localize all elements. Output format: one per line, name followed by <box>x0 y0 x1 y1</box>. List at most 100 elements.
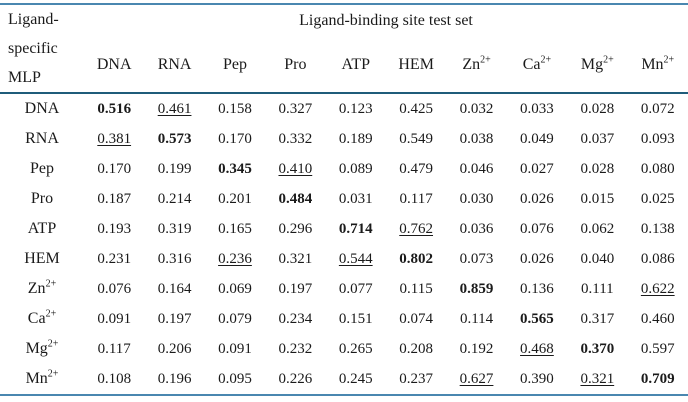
value-cell: 0.117 <box>399 190 433 207</box>
value-cell: 0.410 <box>278 160 313 177</box>
row-label-superscript: 2+ <box>45 278 57 290</box>
value-cell: 0.381 <box>97 130 132 147</box>
column-header: Zn2+ <box>462 54 491 73</box>
value-cell: 0.170 <box>218 130 252 147</box>
value-cell: 0.164 <box>157 280 192 297</box>
value-cell: 0.026 <box>520 250 554 267</box>
value-cell: 0.232 <box>278 340 313 357</box>
value-cell: 0.196 <box>157 370 192 387</box>
row-label: ATP <box>27 220 57 237</box>
value-cell: 0.095 <box>218 370 252 387</box>
value-cell: 0.597 <box>640 340 675 357</box>
value-cell: 0.091 <box>97 310 132 327</box>
column-header: ATP <box>341 55 370 73</box>
value-cell: 0.544 <box>338 250 373 267</box>
corner-line-3: MLP <box>8 69 41 86</box>
value-cell: 0.206 <box>157 340 192 357</box>
value-cell: 0.296 <box>278 220 313 237</box>
row-label: HEM <box>24 250 60 267</box>
table-row: Mn2+ 0.108 0.196 0.095 0.226 0.245 0.237 0.627 0… <box>0 364 688 395</box>
column-header: HEM <box>398 55 434 73</box>
value-cell: 0.321 <box>278 250 313 267</box>
value-cell: 0.479 <box>399 160 434 177</box>
table-row: ATP 0.193 0.319 0.165 0.296 0.714 0.762 0.036 0.… <box>0 214 688 244</box>
corner-line-1: Ligand- <box>8 11 59 28</box>
value-cell: 0.028 <box>580 100 615 117</box>
value-cell: 0.158 <box>218 100 252 117</box>
value-cell: 0.234 <box>278 310 313 327</box>
value-cell: 0.026 <box>520 190 554 207</box>
value-cell: 0.030 <box>459 190 494 207</box>
value-cell: 0.037 <box>580 130 615 147</box>
value-cell: 0.316 <box>157 250 192 267</box>
table-row: Pro 0.187 0.214 0.201 0.484 0.031 0.117 0.030 0.… <box>0 184 688 214</box>
value-cell: 0.245 <box>338 370 373 387</box>
value-cell: 0.425 <box>399 100 434 117</box>
value-cell: 0.123 <box>338 100 373 117</box>
column-header: Pep <box>222 55 247 73</box>
value-cell: 0.046 <box>459 160 494 177</box>
value-cell: 0.015 <box>580 190 615 207</box>
corner-line-2: specific <box>8 40 58 57</box>
row-label: DNA <box>24 100 60 117</box>
value-cell: 0.370 <box>580 340 615 357</box>
value-cell: 0.236 <box>218 250 252 267</box>
value-cell: 0.187 <box>97 190 132 207</box>
value-cell: 0.622 <box>640 280 675 297</box>
row-label-superscript: 2+ <box>47 368 59 380</box>
column-header: Pro <box>284 55 307 73</box>
row-label: Pep <box>30 160 54 177</box>
value-cell: 0.192 <box>459 340 494 357</box>
value-cell: 0.073 <box>459 250 494 267</box>
value-cell: 0.072 <box>640 100 675 117</box>
value-cell: 0.086 <box>640 250 675 267</box>
corner-label: Ligand- specific MLP <box>0 4 84 93</box>
ligand-mlp-table: Ligand- specific MLP Ligand-binding site… <box>0 3 688 396</box>
row-label: Zn2+ <box>27 278 57 297</box>
table-header: Ligand- specific MLP Ligand-binding site… <box>0 4 688 93</box>
table-body: DNA 0.516 0.461 0.158 0.327 0.123 0.425 0.032 0.… <box>0 93 688 395</box>
table-row: Ca2+ 0.091 0.197 0.079 0.234 0.151 0.074 0.114 0… <box>0 304 688 334</box>
value-cell: 0.151 <box>338 310 373 327</box>
value-cell: 0.332 <box>278 130 313 147</box>
value-cell: 0.093 <box>640 130 675 147</box>
value-cell: 0.193 <box>97 220 132 237</box>
value-cell: 0.468 <box>520 340 554 357</box>
value-cell: 0.114 <box>459 310 494 327</box>
value-cell: 0.138 <box>640 220 675 237</box>
value-cell: 0.033 <box>520 100 554 117</box>
value-cell: 0.345 <box>218 160 252 177</box>
table-row: Mg2+ 0.117 0.206 0.091 0.232 0.265 0.208 0.192 0… <box>0 334 688 364</box>
column-header-row: DNA RNA Pep Pro ATP HEM Zn2+ Ca2+ Mg2+ M… <box>0 37 688 93</box>
value-cell: 0.208 <box>399 340 434 357</box>
value-cell: 0.859 <box>459 280 494 297</box>
value-cell: 0.189 <box>338 130 373 147</box>
group-header-row: Ligand- specific MLP Ligand-binding site… <box>0 4 688 86</box>
value-cell: 0.091 <box>218 340 252 357</box>
value-cell: 0.049 <box>520 130 554 147</box>
value-cell: 0.627 <box>459 370 494 387</box>
value-cell: 0.036 <box>459 220 494 237</box>
value-cell: 0.516 <box>97 100 132 117</box>
value-cell: 0.390 <box>520 370 554 387</box>
value-cell: 0.460 <box>640 310 675 327</box>
row-label: Mg2+ <box>25 338 59 357</box>
value-cell: 0.714 <box>338 220 373 237</box>
value-cell: 0.076 <box>520 220 554 237</box>
value-cell: 0.321 <box>580 370 615 387</box>
value-cell: 0.069 <box>218 280 252 297</box>
value-cell: 0.549 <box>399 130 434 147</box>
value-cell: 0.199 <box>157 160 192 177</box>
value-cell: 0.319 <box>157 220 192 237</box>
value-cell: 0.197 <box>278 280 313 297</box>
value-cell: 0.201 <box>218 190 252 207</box>
value-cell: 0.214 <box>157 190 192 207</box>
value-cell: 0.115 <box>399 280 433 297</box>
value-cell: 0.327 <box>278 100 313 117</box>
column-header: DNA <box>96 55 132 73</box>
value-cell: 0.802 <box>399 250 434 267</box>
table-row: Zn2+ 0.076 0.164 0.069 0.197 0.077 0.115 0.859 0… <box>0 274 688 304</box>
column-header: RNA <box>157 55 192 73</box>
value-cell: 0.031 <box>338 190 373 207</box>
